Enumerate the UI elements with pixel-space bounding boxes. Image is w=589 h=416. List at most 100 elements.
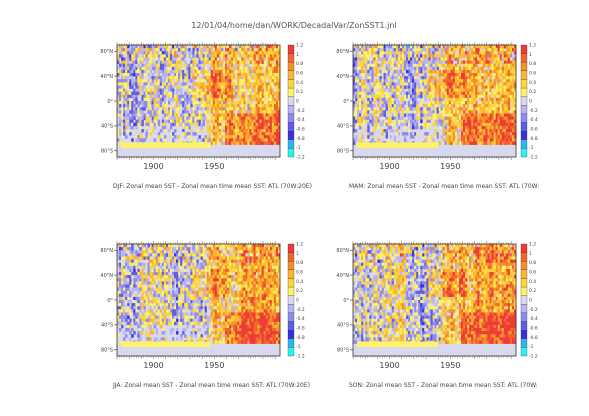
heatmap-cell [147,94,150,99]
heatmap-cell [178,66,181,71]
heatmap-cell [428,60,431,65]
heatmap-cell [267,82,271,86]
heatmap-cell [119,303,122,307]
heatmap-cell [231,88,234,93]
heatmap-cell [129,300,132,304]
heatmap-cell [153,272,157,276]
heatmap-cell [477,107,480,111]
heatmap-cell [365,54,368,58]
heatmap-cell [499,116,503,121]
heatmap-cell [121,315,124,320]
heatmap-cell [239,135,242,139]
heatmap-cell [265,132,269,136]
heatmap-cell [509,110,513,114]
colorbar-label: 1.2 [529,43,536,49]
heatmap-cell [129,293,132,298]
heatmap-cell [224,116,228,121]
heatmap-cell [159,76,163,80]
heatmap-cell [511,66,515,71]
heatmap-cell [469,45,472,49]
heatmap-cell [465,51,468,55]
heatmap-cell [139,76,142,80]
heatmap-cell [194,91,197,96]
heatmap-cell [231,116,234,121]
heatmap-cell [131,250,134,254]
heatmap-cell [381,91,384,96]
heatmap-cell [465,119,468,124]
heatmap-cell [216,82,220,86]
heatmap-cell [436,135,439,139]
heatmap-cell [224,63,228,68]
heatmap-cell [249,60,252,65]
heatmap-cell [196,85,199,89]
heatmap-cell [365,107,368,111]
heatmap-cell [261,82,265,86]
heatmap-cell [233,51,236,55]
heatmap-cell [387,125,391,130]
heatmap-cell [210,60,214,65]
heatmap-cell [501,132,505,136]
heatmap-cell [176,122,179,127]
heatmap-cell [505,107,509,111]
heatmap-cell [448,104,452,108]
heatmap-cell [383,122,386,127]
heatmap-cell [438,141,441,145]
heatmap-cell [353,101,356,105]
heatmap-cell [387,45,391,49]
heatmap-cell [377,119,380,124]
heatmap-cell [196,94,199,99]
heatmap-cell [245,85,248,89]
heatmap-cell [267,104,271,108]
heatmap-cell [505,125,509,130]
heatmap-cell [210,107,214,111]
heatmap-cell [271,110,275,114]
heatmap-cell [143,91,146,96]
heatmap-cell [139,284,142,288]
heatmap-cell [269,129,273,133]
heatmap-cell [418,57,421,61]
heatmap-cell [361,85,364,89]
heatmap-cell [381,104,384,108]
heatmap-cell [383,101,386,105]
heatmap-cell [467,69,470,74]
heatmap-cell [432,66,435,71]
heatmap-cell [275,48,279,52]
heatmap-cell [214,82,218,86]
heatmap-cell [509,54,513,58]
heatmap-cell [367,82,370,86]
heatmap-cell [489,107,492,111]
heatmap-cell [123,122,126,127]
heatmap-cell [143,287,146,292]
heatmap-cell [149,107,152,111]
heatmap-cell [147,318,150,323]
heatmap-cell [119,300,122,304]
heatmap-cell [387,73,391,77]
heatmap-cell [473,138,476,142]
heatmap-cell [239,97,242,102]
heatmap-cell [452,85,456,89]
heatmap-cell [149,262,152,267]
heatmap-cell [271,73,275,77]
heatmap-cell [424,125,427,130]
heatmap-cell [141,244,144,248]
heatmap-cell [467,57,470,61]
heatmap-cell [167,73,171,77]
heatmap-cell [249,122,252,127]
heatmap-cell [426,85,429,89]
heatmap-cell [239,76,242,80]
heatmap-cell [373,125,376,130]
heatmap-cell [117,244,120,248]
heatmap-cell [245,73,248,77]
heatmap-cell [218,129,222,133]
heatmap-cell [212,119,216,124]
heatmap-cell [176,45,179,49]
heatmap-cell [385,94,388,99]
heatmap-cell [432,51,435,55]
heatmap-cell [121,113,124,117]
heatmap-cell [133,250,136,254]
heatmap-cell [454,48,458,52]
heatmap-cell [255,104,258,108]
heatmap-cell [511,63,515,68]
heatmap-cell [131,76,134,80]
heatmap-cell [157,88,161,93]
